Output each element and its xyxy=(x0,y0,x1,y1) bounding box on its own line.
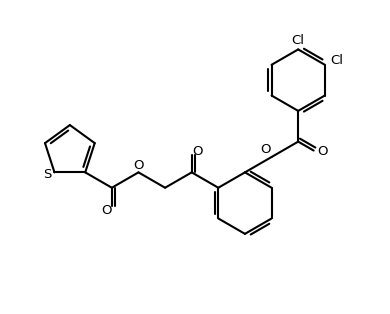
Text: O: O xyxy=(261,143,271,156)
Text: Cl: Cl xyxy=(291,35,304,47)
Text: O: O xyxy=(133,159,144,172)
Text: S: S xyxy=(43,168,52,181)
Text: O: O xyxy=(192,145,202,158)
Text: O: O xyxy=(101,204,111,217)
Text: Cl: Cl xyxy=(331,54,344,68)
Text: O: O xyxy=(317,145,327,158)
